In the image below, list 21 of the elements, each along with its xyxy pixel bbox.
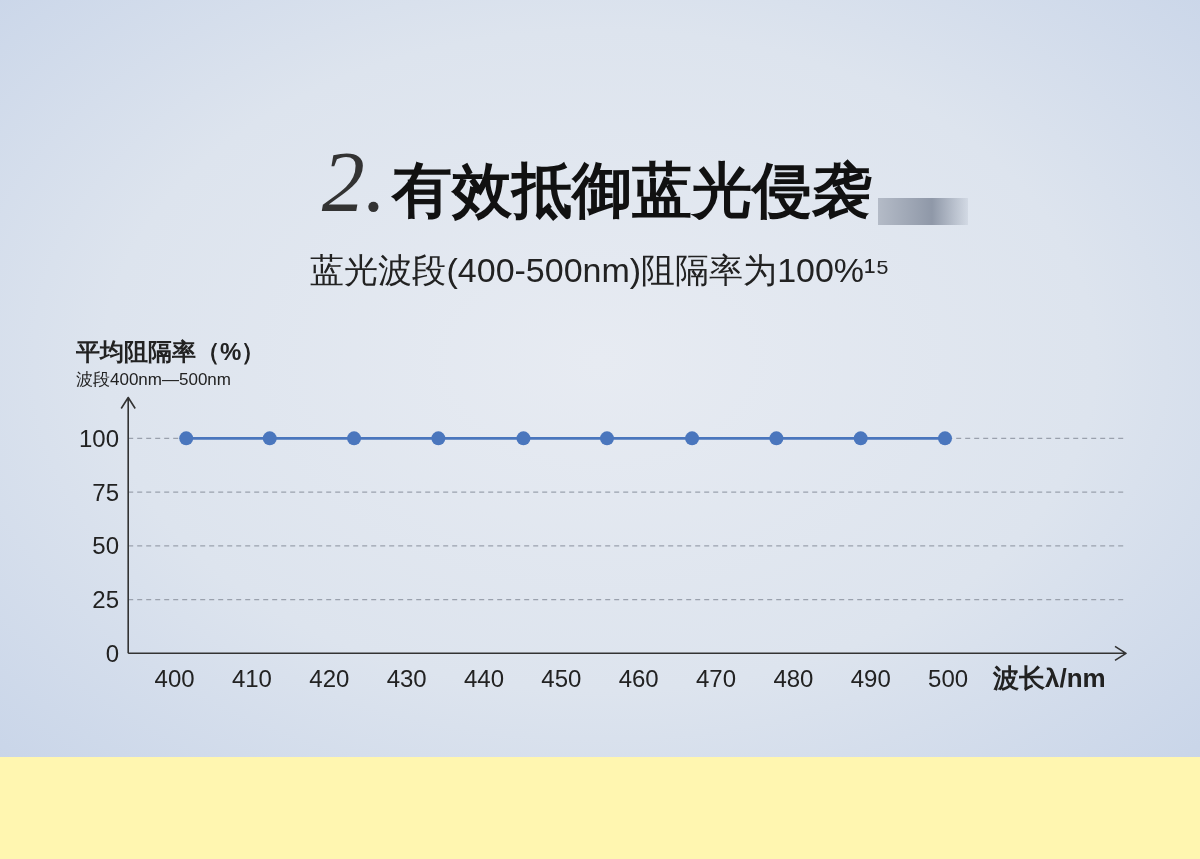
ytick: 100 xyxy=(78,424,119,452)
ytick: 25 xyxy=(92,586,119,614)
xtick: 490 xyxy=(850,664,891,692)
ytick: 75 xyxy=(92,478,119,506)
ylabel: 平均阻隔率（%） xyxy=(76,338,266,365)
xtick: 400 xyxy=(154,664,195,692)
xlabel: 波长λ/nm xyxy=(993,663,1106,693)
xtick: 450 xyxy=(541,664,582,692)
xtick: 440 xyxy=(464,664,505,692)
xtick: 460 xyxy=(618,664,659,692)
xtick: 430 xyxy=(386,664,427,692)
subtitle: 蓝光波段(400-500nm)阻隔率为100%¹⁵ xyxy=(310,251,890,289)
xtick: 500 xyxy=(928,664,969,692)
ytick: 50 xyxy=(92,532,119,560)
title: 2.有效抵御蓝光侵袭 xyxy=(321,134,873,230)
annotation: 波段400nm—500nm xyxy=(76,370,231,389)
xtick: 480 xyxy=(773,664,814,692)
ytick: 0 xyxy=(105,639,119,667)
xtick: 410 xyxy=(231,664,272,692)
xtick: 420 xyxy=(309,664,350,692)
xtick: 470 xyxy=(696,664,737,692)
